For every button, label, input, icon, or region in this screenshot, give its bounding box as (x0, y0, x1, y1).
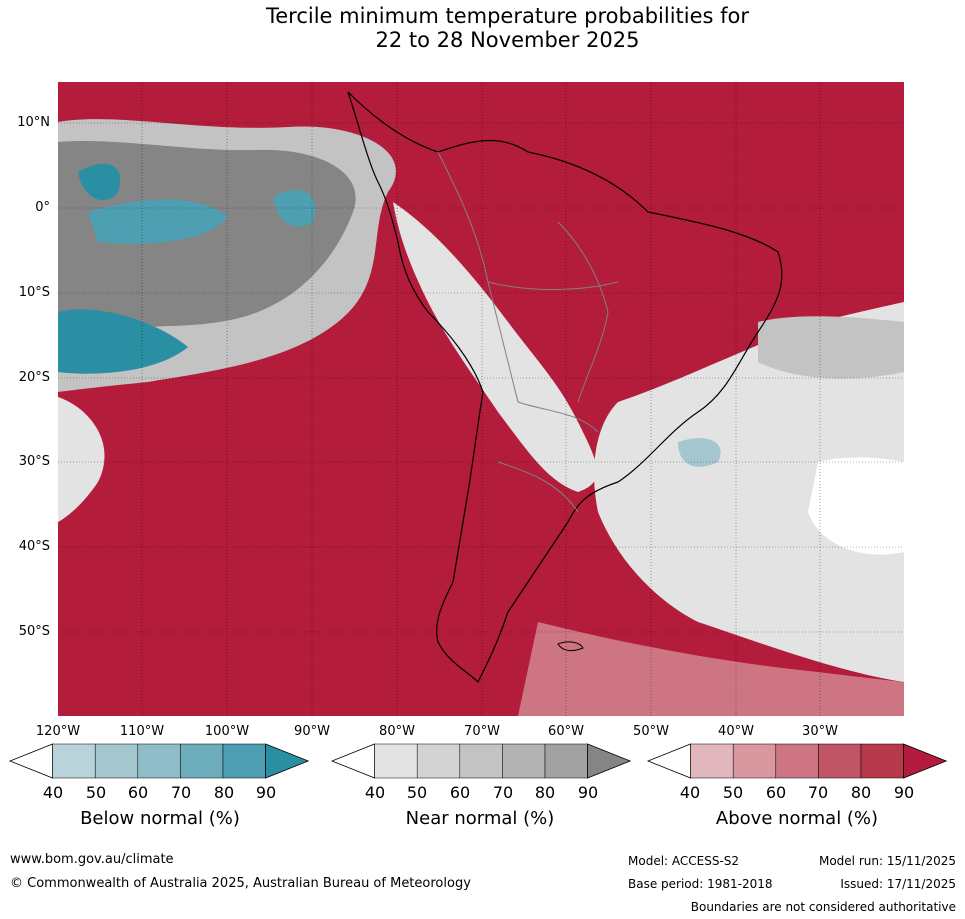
lat-label-20s: 20°S (18, 370, 50, 385)
atlantic-white-patch (808, 457, 904, 555)
near-colorbar-min-arrow (330, 743, 376, 779)
title-line-2: 22 to 28 November 2025 (375, 28, 640, 52)
below-tick-70: 70 (170, 783, 192, 802)
falkland-islands (557, 641, 584, 652)
map-title: Tercile minimum temperature probabilitie… (0, 4, 965, 52)
above-colorbar-segment (860, 743, 904, 779)
pacific-below-normal-1 (78, 163, 121, 201)
near-tick-90: 90 (577, 783, 599, 802)
below-colorbar-segment (137, 743, 181, 779)
lon-label-120w: 120°W (35, 724, 81, 739)
lon-label-100w: 100°W (204, 724, 250, 739)
near-tick-50: 50 (406, 783, 428, 802)
below-tick-90: 90 (255, 783, 277, 802)
lon-label-60w: 60°W (548, 724, 584, 739)
near-tick-70: 70 (492, 783, 514, 802)
atlantic-grey-patches (758, 316, 904, 379)
lon-label-30w: 30°W (802, 724, 838, 739)
above-tick-60: 60 (765, 783, 787, 802)
near-tick-60: 60 (449, 783, 471, 802)
model-run-date: Model run: 15/11/2025 (818, 854, 956, 868)
below-tick-60: 60 (127, 783, 149, 802)
above-normal-label: Above normal (%) (715, 808, 879, 829)
below-colorbar-segment (94, 743, 139, 779)
lat-label-0: 0° (35, 200, 50, 215)
above-colorbar-min-arrow (646, 743, 691, 779)
graticule (58, 82, 904, 716)
above-colorbar-segment (775, 743, 819, 779)
colorbar-near-normal (330, 743, 632, 779)
lon-label-70w: 70°W (464, 724, 500, 739)
lat-label-40s: 40°S (18, 539, 50, 554)
near-tick-80: 80 (534, 783, 556, 802)
lat-label-10s: 10°S (18, 285, 50, 300)
atlantic-below-normal-patch (678, 438, 721, 467)
issued-date: Issued: 17/11/2025 (840, 877, 956, 891)
near-normal-label: Near normal (%) (405, 808, 555, 829)
lon-label-50w: 50°W (633, 724, 669, 739)
lat-label-50s: 50°S (18, 624, 50, 639)
above-tick-70: 70 (807, 783, 829, 802)
near-colorbar-segment (459, 743, 503, 779)
lon-label-90w: 90°W (294, 724, 330, 739)
pacific-near-normal-dark (58, 140, 356, 337)
probability-map (58, 82, 904, 716)
lon-label-40w: 40°W (718, 724, 754, 739)
below-colorbar-segment (180, 743, 224, 779)
below-tick-80: 80 (213, 783, 235, 802)
near-colorbar-segment (502, 743, 546, 779)
below-tick-40: 40 (42, 783, 64, 802)
near-colorbar-segment (544, 743, 588, 779)
below-normal-label: Below normal (%) (80, 808, 240, 829)
colorbars (8, 743, 948, 779)
lon-label-80w: 80°W (379, 724, 415, 739)
country-borders (437, 151, 619, 513)
near-colorbar-segment (416, 743, 461, 779)
map-canvas (58, 82, 904, 716)
above-tick-80: 80 (850, 783, 872, 802)
lat-label-10n: 10°N (17, 115, 50, 130)
atlantic-above-normal-south (518, 622, 904, 716)
website-link[interactable]: www.bom.gov.au/climate (10, 852, 174, 867)
above-colorbar-segment (818, 743, 862, 779)
lat-label-30s: 30°S (18, 454, 50, 469)
colorbar-below-normal (8, 743, 310, 779)
above-colorbar-segment (690, 743, 734, 779)
above-tick-90: 90 (893, 783, 915, 802)
lon-label-110w: 110°W (119, 724, 165, 739)
near-colorbar-segment (374, 743, 418, 779)
above-tick-40: 40 (679, 783, 701, 802)
near-colorbar-max-arrow (587, 743, 632, 779)
pacific-below-normal-4 (58, 309, 188, 374)
title-line-1: Tercile minimum temperature probabilitie… (265, 4, 750, 28)
south-america-coastline (347, 91, 783, 684)
pacific-light-grey (58, 397, 105, 522)
andes-near-normal-region (393, 202, 597, 492)
below-colorbar-segment (222, 743, 266, 779)
below-colorbar-segment (52, 743, 96, 779)
pacific-below-normal-3 (273, 190, 316, 227)
above-colorbar-segment (732, 743, 777, 779)
colorbar-above-normal (646, 743, 948, 779)
model-name: Model: ACCESS-S2 (628, 854, 740, 868)
copyright-text: © Commonwealth of Australia 2025, Austra… (10, 876, 471, 891)
above-tick-50: 50 (722, 783, 744, 802)
near-tick-40: 40 (364, 783, 386, 802)
boundaries-disclaimer: Boundaries are not considered authoritat… (690, 900, 956, 914)
below-tick-50: 50 (85, 783, 107, 802)
atlantic-near-normal-region (594, 302, 904, 682)
base-period: Base period: 1981-2018 (628, 877, 773, 891)
below-colorbar-min-arrow (8, 743, 53, 779)
below-colorbar-max-arrow (265, 743, 310, 779)
pacific-below-normal-2 (88, 199, 228, 244)
above-colorbar-max-arrow (903, 743, 948, 779)
